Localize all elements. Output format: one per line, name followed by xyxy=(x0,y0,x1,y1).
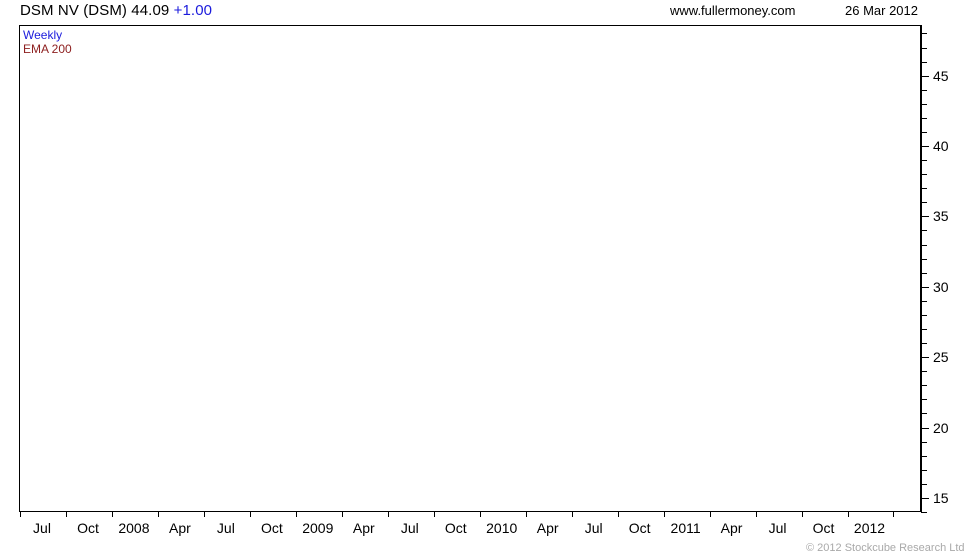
x-axis-tick xyxy=(19,512,21,517)
y-axis-label: 45 xyxy=(933,67,949,84)
x-axis-label: 2011 xyxy=(670,520,701,536)
y-axis-tick xyxy=(921,314,927,316)
x-axis-label: Oct xyxy=(628,520,651,536)
x-axis-tick xyxy=(801,512,803,517)
y-axis-tick xyxy=(921,89,927,91)
page-title: DSM NV (DSM) 44.09 +1.00 xyxy=(20,2,212,19)
x-axis-label: Jul xyxy=(584,520,603,536)
plot-frame xyxy=(19,25,921,512)
x-axis-label: 2008 xyxy=(118,520,150,536)
x-axis-tick xyxy=(157,512,159,517)
y-axis-tick xyxy=(921,188,927,190)
y-axis-label: 35 xyxy=(933,208,949,225)
y-axis-tick xyxy=(921,371,927,373)
x-axis-tick xyxy=(387,512,389,517)
y-axis-tick xyxy=(921,131,927,133)
legend-item-weekly: Weekly xyxy=(23,28,63,42)
x-axis-label: Jul xyxy=(216,520,235,536)
y-axis-label: 25 xyxy=(933,349,949,366)
chart-header: DSM NV (DSM) 44.09 +1.00 www.fullermoney… xyxy=(0,0,980,24)
y-axis-label: 15 xyxy=(933,489,949,506)
y-axis-tick xyxy=(921,160,927,162)
y-axis-tick xyxy=(921,272,927,274)
x-axis-tick xyxy=(617,512,619,517)
y-axis-tick xyxy=(921,455,927,457)
x-axis-tick xyxy=(433,512,435,517)
x-axis-tick xyxy=(847,512,849,517)
y-axis-tick xyxy=(921,399,927,401)
y-axis-tick xyxy=(921,385,927,387)
x-axis-label: Oct xyxy=(812,520,835,536)
x-axis-label: Jul xyxy=(33,520,51,536)
y-axis-tick xyxy=(921,174,927,176)
y-axis-tick xyxy=(921,117,927,119)
x-axis-label: Oct xyxy=(260,520,283,536)
x-axis-label: Oct xyxy=(444,520,467,536)
y-axis-tick xyxy=(921,469,927,471)
y-axis-tick xyxy=(921,146,929,148)
y-axis-tick xyxy=(921,413,927,415)
x-axis-tick xyxy=(249,512,251,517)
y-axis-tick xyxy=(921,230,927,232)
y-axis-tick xyxy=(921,497,929,499)
x-axis-label: Apr xyxy=(720,520,743,536)
y-axis-tick xyxy=(921,512,927,513)
x-axis-tick xyxy=(479,512,481,517)
price-change: +1.00 xyxy=(173,2,213,19)
x-axis-tick xyxy=(295,512,297,517)
y-axis-tick xyxy=(921,75,929,77)
x-axis-label: Apr xyxy=(352,520,375,536)
y-axis-tick xyxy=(921,61,927,63)
y-axis-tick xyxy=(921,258,927,260)
y-axis-label: 20 xyxy=(933,419,949,436)
as-of-date: 26 Mar 2012 xyxy=(845,3,918,18)
chart-plot-area[interactable] xyxy=(19,25,921,512)
y-axis-label: 30 xyxy=(933,278,949,295)
y-axis-tick xyxy=(921,343,927,345)
x-axis-tick xyxy=(663,512,665,517)
x-axis-tick xyxy=(709,512,711,517)
y-axis-tick xyxy=(921,202,927,204)
copyright-notice: © 2012 Stockcube Research Ltd xyxy=(806,542,965,554)
instrument-title: DSM NV (DSM) 44.09 xyxy=(20,2,170,19)
x-axis-label: Oct xyxy=(77,520,99,536)
y-axis-tick xyxy=(921,329,927,331)
x-axis-tick xyxy=(341,512,343,517)
y-axis-tick xyxy=(921,286,929,288)
x-axis-tick xyxy=(111,512,113,517)
x-axis: Jul Oct 2008 Apr Jul Oct 2009 Apr Jul Oct 2010 Apr J… xyxy=(19,512,921,542)
y-axis-line xyxy=(921,25,922,512)
x-axis-tick xyxy=(65,512,67,517)
x-axis-tick xyxy=(525,512,527,517)
y-axis-tick xyxy=(921,427,929,429)
y-axis: 15 20 25 30 35 40 45 xyxy=(921,25,980,513)
x-axis-tick xyxy=(892,512,894,517)
legend-item-ema200: EMA 200 xyxy=(23,42,72,56)
y-axis-tick xyxy=(921,441,927,443)
x-axis-label: Jul xyxy=(400,520,419,536)
chart-legend: Weekly EMA 200 xyxy=(23,28,72,56)
y-axis-tick xyxy=(921,33,927,35)
y-axis-tick xyxy=(921,103,927,105)
y-axis-tick xyxy=(921,483,927,485)
y-axis-tick xyxy=(921,216,929,218)
x-axis-tick xyxy=(755,512,757,517)
x-axis-label: 2012 xyxy=(853,520,886,536)
y-axis-tick xyxy=(921,47,927,49)
x-axis-label: Jul xyxy=(768,520,787,536)
x-axis-label: 2010 xyxy=(486,520,518,536)
y-axis-label: 40 xyxy=(933,138,949,155)
y-axis-tick xyxy=(921,300,927,302)
x-axis-label: Apr xyxy=(536,520,559,536)
y-axis-tick xyxy=(921,357,929,359)
x-axis-label: Apr xyxy=(169,520,191,536)
x-axis-label: 2009 xyxy=(302,520,334,536)
x-axis-tick xyxy=(571,512,573,517)
x-axis-tick xyxy=(203,512,205,517)
y-axis-tick xyxy=(921,244,927,246)
website-label: www.fullermoney.com xyxy=(670,3,796,18)
